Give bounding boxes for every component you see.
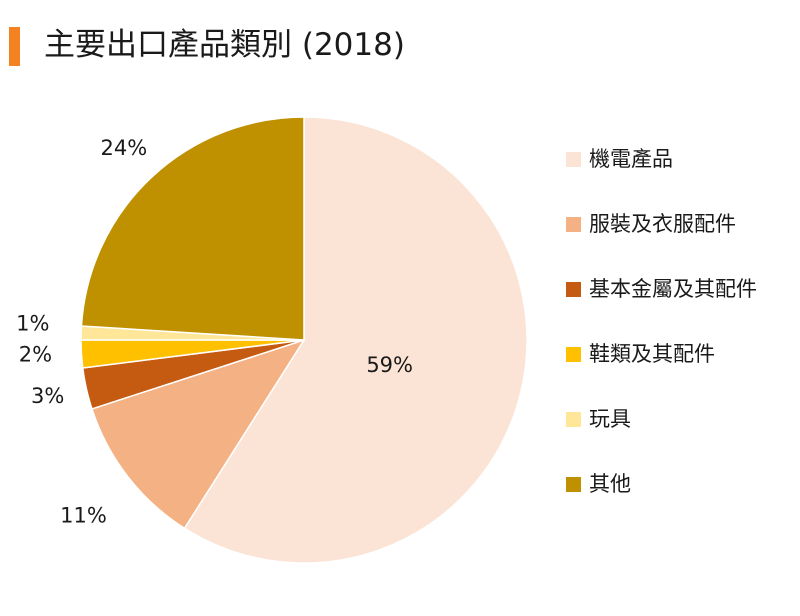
legend-label: 服裝及衣服配件 (589, 212, 736, 236)
slice-value-label-1: 59% (366, 353, 413, 377)
legend-swatch (566, 281, 581, 297)
legend-item-5: 玩具 (566, 404, 631, 434)
legend-label: 玩具 (589, 407, 631, 431)
legend-label: 鞋類及其配件 (589, 342, 715, 366)
legend-swatch (566, 411, 581, 427)
legend-label: 基本金屬及其配件 (589, 277, 757, 301)
pie-slice-2 (90, 338, 306, 530)
legend-swatch (566, 476, 581, 492)
slice-value-label-6: 24% (101, 136, 148, 160)
legend-item-3: 基本金屬及其配件 (566, 274, 757, 304)
legend-label: 其他 (589, 472, 631, 496)
pie-slice-6 (80, 116, 305, 341)
slice-value-label-5: 1% (16, 312, 49, 336)
title-accent-bar (9, 27, 20, 66)
slice-value-label-3: 3% (31, 384, 64, 408)
legend-swatch (566, 151, 581, 167)
chart-title: 主要出口產品類別 (2018) (44, 27, 405, 63)
legend-item-2: 服裝及衣服配件 (566, 209, 736, 239)
pie-slice-1 (183, 116, 528, 564)
slice-value-label-4: 2% (19, 343, 52, 367)
slice-value-label-2: 11% (60, 503, 107, 527)
legend-swatch (566, 346, 581, 362)
legend-label: 機電產品 (589, 147, 673, 171)
legend-swatch (566, 216, 581, 232)
legend-item-4: 鞋類及其配件 (566, 339, 715, 369)
legend-item-6: 其他 (566, 469, 631, 499)
legend-item-1: 機電產品 (566, 144, 673, 174)
